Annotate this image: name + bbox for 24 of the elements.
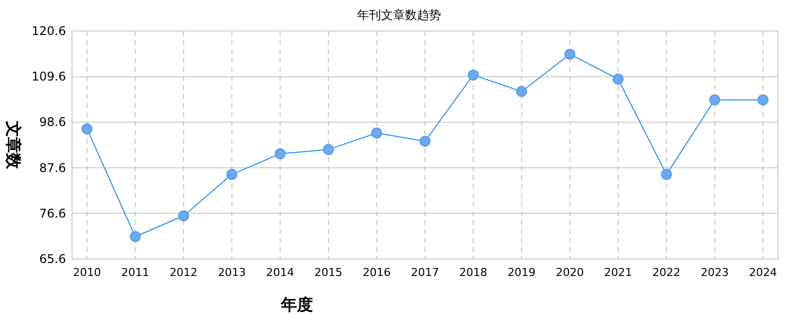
x-tick-label: 2024: [749, 266, 777, 279]
x-tick-label: 2022: [652, 266, 680, 279]
x-tick-label: 2016: [362, 266, 391, 279]
x-tick-label: 2015: [314, 266, 342, 279]
y-tick-label: 87.6: [39, 160, 66, 175]
y-axis-title: 文章数: [4, 120, 23, 170]
x-tick-label: 2014: [266, 266, 294, 279]
x-tick-label: 2023: [700, 266, 729, 279]
x-tick-label: 2018: [459, 266, 488, 279]
x-tick-label: 2012: [170, 266, 198, 279]
x-axis-title: 年度: [280, 295, 313, 314]
x-tick-label: 2010: [73, 266, 101, 279]
chart-title: 年刊文章数趋势: [357, 8, 441, 22]
y-tick-label: 120.6: [32, 24, 66, 38]
y-tick-label: 98.6: [39, 115, 66, 130]
x-tick-label: 2019: [508, 266, 536, 279]
x-tick-label: 2017: [411, 266, 439, 279]
y-tick-label: 65.6: [39, 252, 66, 266]
x-tick-label: 2013: [218, 266, 246, 279]
x-tick-label: 2011: [121, 266, 150, 279]
x-tick-label: 2021: [604, 266, 632, 279]
y-tick-label: 109.6: [32, 70, 66, 84]
x-tick-label: 2020: [556, 266, 584, 279]
y-tick-label: 76.6: [39, 206, 66, 220]
